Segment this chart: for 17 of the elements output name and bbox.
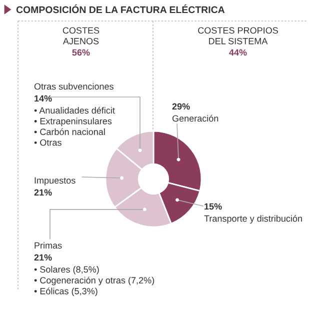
- slice-label: Otras subvenciones: [34, 83, 114, 90]
- text: COSTES PROPIOS DEL SISTEMA: [198, 27, 278, 44]
- data-label: 29%: [172, 103, 190, 110]
- text: • Solares (8,5%) • Cogeneración y otras (7,2%) • Eólicas (5,3%): [34, 266, 154, 296]
- slice-label: Primas: [34, 242, 62, 249]
- chart-title: COMPOSICIÓN DE LA FACTURA ELÉCTRICA: [16, 4, 225, 14]
- data-label: 21%: [34, 189, 52, 196]
- text: 44%: [229, 49, 247, 56]
- slice-label: Impuestos: [34, 177, 76, 186]
- slice-label: Generación: [172, 114, 218, 122]
- data-label: 15%: [204, 203, 222, 210]
- data-label: 14%: [34, 95, 52, 102]
- data-label: 21%: [34, 254, 52, 261]
- text: COSTES AJENOS: [62, 27, 100, 44]
- text: • Anualidades déficit • Extrapeninsulares • Carbón nacional • Otras: [34, 106, 115, 146]
- slice-label: Transporte y distribución: [204, 215, 302, 224]
- text: 56%: [72, 49, 90, 56]
